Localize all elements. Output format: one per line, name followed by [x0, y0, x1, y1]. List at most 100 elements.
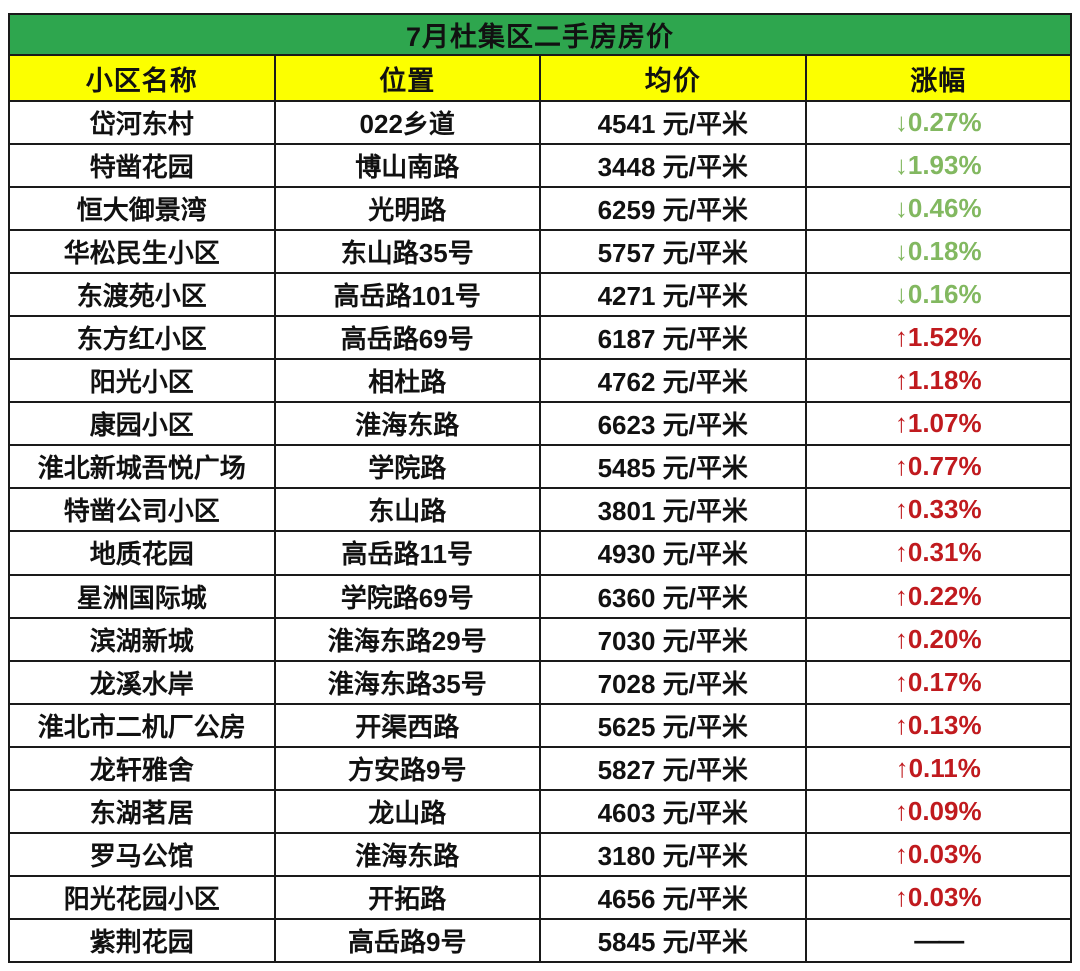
change-cell: ↑0.03%: [804, 831, 1072, 877]
table-row: 东方红小区 高岳路69号 6187 元/平米 ↑1.52%: [8, 315, 1072, 361]
location-cell: 相杜路: [273, 358, 541, 404]
community-name-cell: 东方红小区: [8, 315, 276, 361]
change-cell: ↓1.93%: [804, 143, 1072, 189]
community-name-cell: 紫荆花园: [8, 917, 276, 964]
community-name-cell: 龙轩雅舍: [8, 745, 276, 791]
table-row: 罗马公馆 淮海东路 3180 元/平米 ↑0.03%: [8, 831, 1072, 877]
change-cell: ↑1.52%: [804, 315, 1072, 361]
table-row: 滨湖新城 淮海东路29号 7030 元/平米 ↑0.20%: [8, 616, 1072, 662]
price-cell: 5625 元/平米: [539, 702, 807, 748]
change-cell: ——: [804, 917, 1072, 964]
price-cell: 7028 元/平米: [539, 659, 807, 705]
column-header-price: 均价: [539, 54, 807, 102]
price-cell: 5845 元/平米: [539, 917, 807, 964]
community-name-cell: 地质花园: [8, 530, 276, 576]
location-cell: 开拓路: [273, 874, 541, 920]
table-row: 龙轩雅舍 方安路9号 5827 元/平米 ↑0.11%: [8, 745, 1072, 791]
table-row: 龙溪水岸 淮海东路35号 7028 元/平米 ↑0.17%: [8, 659, 1072, 705]
community-name-cell: 淮北新城吾悦广场: [8, 444, 276, 490]
change-cell: ↑0.17%: [804, 659, 1072, 705]
page-title: 7月杜集区二手房房价: [8, 13, 1072, 56]
community-name-cell: 特凿花园: [8, 143, 276, 189]
table-row: 东渡苑小区 高岳路101号 4271 元/平米 ↓0.16%: [8, 272, 1072, 318]
community-name-cell: 淮北市二机厂公房: [8, 702, 276, 748]
price-cell: 4930 元/平米: [539, 530, 807, 576]
table-row: 特凿花园 博山南路 3448 元/平米 ↓1.93%: [8, 143, 1072, 189]
location-cell: 东山路35号: [273, 229, 541, 275]
table-row: 地质花园 高岳路11号 4930 元/平米 ↑0.31%: [8, 530, 1072, 576]
table-row: 淮北市二机厂公房 开渠西路 5625 元/平米 ↑0.13%: [8, 702, 1072, 748]
change-cell: ↓0.18%: [804, 229, 1072, 275]
table-row: 岱河东村 022乡道 4541 元/平米 ↓0.27%: [8, 99, 1072, 146]
location-cell: 淮海东路: [273, 401, 541, 447]
table-row: 紫荆花园 高岳路9号 5845 元/平米 ——: [8, 917, 1072, 964]
change-cell: ↓0.16%: [804, 272, 1072, 318]
price-cell: 4656 元/平米: [539, 874, 807, 920]
community-name-cell: 阳光花园小区: [8, 874, 276, 920]
table-row: 康园小区 淮海东路 6623 元/平米 ↑1.07%: [8, 401, 1072, 447]
price-cell: 7030 元/平米: [539, 616, 807, 662]
price-cell: 5757 元/平米: [539, 229, 807, 275]
community-name-cell: 东湖茗居: [8, 788, 276, 834]
location-cell: 022乡道: [273, 99, 541, 146]
change-cell: ↓0.46%: [804, 186, 1072, 232]
location-cell: 方安路9号: [273, 745, 541, 791]
location-cell: 淮海东路29号: [273, 616, 541, 662]
price-cell: 3448 元/平米: [539, 143, 807, 189]
change-cell: ↑0.77%: [804, 444, 1072, 490]
price-cell: 4271 元/平米: [539, 272, 807, 318]
community-name-cell: 岱河东村: [8, 99, 276, 146]
change-cell: ↑0.31%: [804, 530, 1072, 576]
price-cell: 6360 元/平米: [539, 573, 807, 619]
location-cell: 高岳路69号: [273, 315, 541, 361]
table-row: 特凿公司小区 东山路 3801 元/平米 ↑0.33%: [8, 487, 1072, 533]
location-cell: 龙山路: [273, 788, 541, 834]
change-cell: ↑0.03%: [804, 874, 1072, 920]
table-row: 星洲国际城 学院路69号 6360 元/平米 ↑0.22%: [8, 573, 1072, 619]
price-table: 7月杜集区二手房房价 小区名称 位置 均价 涨幅 岱河东村 022乡道 4541…: [8, 13, 1072, 964]
community-name-cell: 阳光小区: [8, 358, 276, 404]
community-name-cell: 特凿公司小区: [8, 487, 276, 533]
price-table-body: 岱河东村 022乡道 4541 元/平米 ↓0.27% 特凿花园 博山南路 34…: [8, 99, 1072, 964]
location-cell: 学院路: [273, 444, 541, 490]
price-cell: 6259 元/平米: [539, 186, 807, 232]
change-cell: ↑0.09%: [804, 788, 1072, 834]
location-cell: 学院路69号: [273, 573, 541, 619]
community-name-cell: 滨湖新城: [8, 616, 276, 662]
community-name-cell: 龙溪水岸: [8, 659, 276, 705]
location-cell: 博山南路: [273, 143, 541, 189]
change-cell: ↑0.13%: [804, 702, 1072, 748]
price-cell: 4762 元/平米: [539, 358, 807, 404]
change-cell: ↑0.22%: [804, 573, 1072, 619]
table-row: 阳光花园小区 开拓路 4656 元/平米 ↑0.03%: [8, 874, 1072, 920]
community-name-cell: 康园小区: [8, 401, 276, 447]
price-cell: 5827 元/平米: [539, 745, 807, 791]
price-cell: 6623 元/平米: [539, 401, 807, 447]
change-cell: ↑0.33%: [804, 487, 1072, 533]
location-cell: 高岳路11号: [273, 530, 541, 576]
location-cell: 高岳路101号: [273, 272, 541, 318]
table-row: 东湖茗居 龙山路 4603 元/平米 ↑0.09%: [8, 788, 1072, 834]
change-cell: ↑1.07%: [804, 401, 1072, 447]
table-row: 阳光小区 相杜路 4762 元/平米 ↑1.18%: [8, 358, 1072, 404]
location-cell: 光明路: [273, 186, 541, 232]
change-cell: ↓0.27%: [804, 99, 1072, 146]
price-cell: 6187 元/平米: [539, 315, 807, 361]
table-title-row: 7月杜集区二手房房价: [8, 13, 1072, 56]
location-cell: 高岳路9号: [273, 917, 541, 964]
community-name-cell: 星洲国际城: [8, 573, 276, 619]
location-cell: 淮海东路35号: [273, 659, 541, 705]
community-name-cell: 华松民生小区: [8, 229, 276, 275]
table-header-row: 小区名称 位置 均价 涨幅: [8, 54, 1072, 102]
change-cell: ↑1.18%: [804, 358, 1072, 404]
column-header-change: 涨幅: [804, 54, 1072, 102]
table-row: 华松民生小区 东山路35号 5757 元/平米 ↓0.18%: [8, 229, 1072, 275]
price-cell: 4541 元/平米: [539, 99, 807, 146]
table-row: 淮北新城吾悦广场 学院路 5485 元/平米 ↑0.77%: [8, 444, 1072, 490]
community-name-cell: 恒大御景湾: [8, 186, 276, 232]
location-cell: 淮海东路: [273, 831, 541, 877]
column-header-location: 位置: [273, 54, 541, 102]
location-cell: 东山路: [273, 487, 541, 533]
price-cell: 3180 元/平米: [539, 831, 807, 877]
